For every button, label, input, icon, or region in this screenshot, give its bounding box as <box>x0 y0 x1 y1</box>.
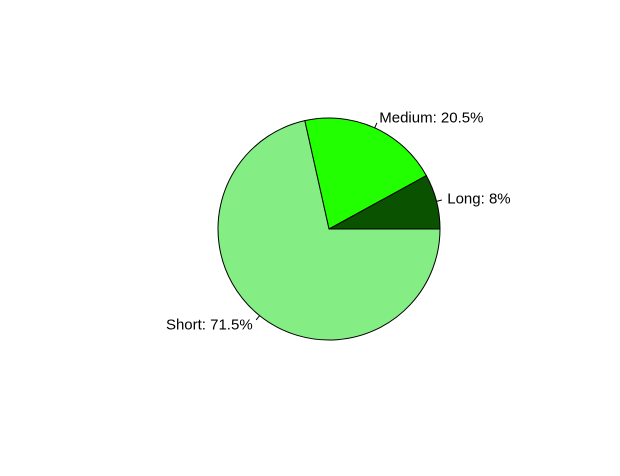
leader-line-medium <box>374 122 378 129</box>
leader-line-short <box>255 315 260 321</box>
pie-slices <box>217 117 441 341</box>
slice-label-long: Long: 8% <box>447 191 510 208</box>
slice-label-medium: Medium: 20.5% <box>379 110 483 127</box>
pie-slice-medium <box>304 117 427 230</box>
pie-labels: Long: 8% Medium: 20.5% Short: 71.5% <box>166 110 511 334</box>
slice-label-short: Short: 71.5% <box>166 316 253 333</box>
pie-slice-short <box>217 120 441 341</box>
leader-line-long <box>436 199 443 202</box>
